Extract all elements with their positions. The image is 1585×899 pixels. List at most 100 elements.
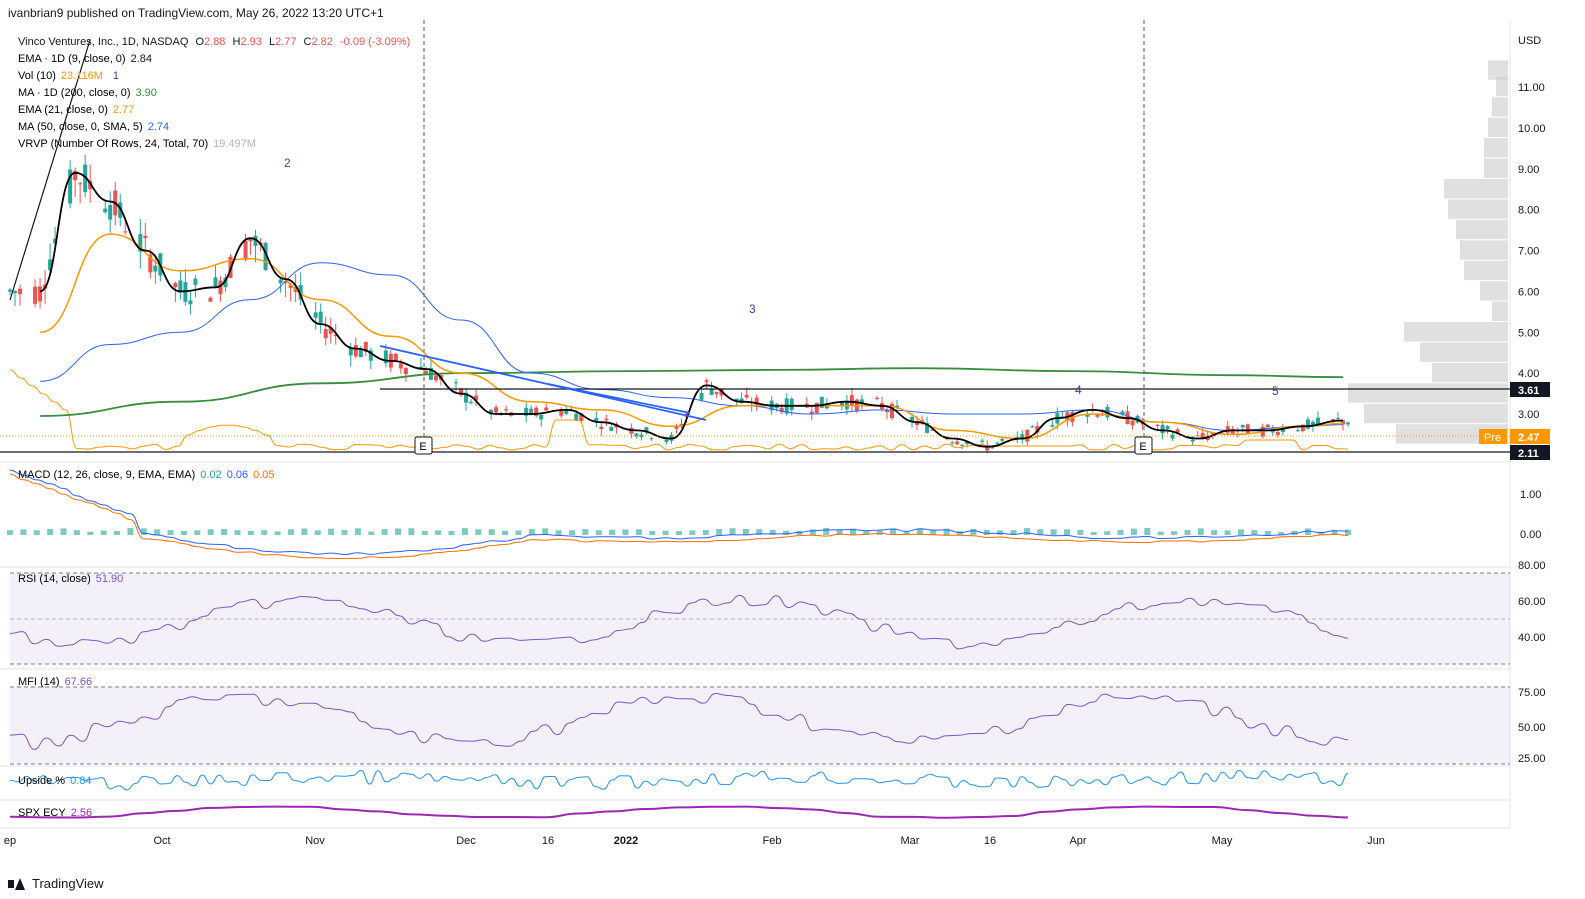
macd-bar [716, 528, 723, 535]
tradingview-logo-icon [8, 877, 26, 890]
candle [1305, 416, 1310, 430]
spx-legend[interactable]: SPX ECY 2.56 [18, 807, 92, 819]
macd-bar [568, 530, 575, 535]
volume-profile [1348, 60, 1508, 444]
macd-bar [916, 528, 923, 535]
spx-ecy-line [9, 805, 1349, 819]
macd-bar [890, 528, 897, 535]
candle [884, 407, 889, 420]
macd-bar [1050, 529, 1057, 535]
vrvp-bar [1464, 260, 1508, 281]
legend-ema21-value: 2.77 [113, 104, 134, 116]
legend-ma50-label[interactable]: MA (50, close, 0, SMA, 5) [18, 121, 143, 133]
mfi-axis-tick: 75.00 [1518, 687, 1546, 699]
price-axis-tick: 5.00 [1518, 327, 1539, 339]
macd-bar [1331, 530, 1338, 535]
macd-bar [528, 529, 535, 535]
candle [18, 284, 23, 306]
macd-bar [180, 530, 187, 535]
time-axis-tick: Mar [901, 835, 920, 847]
vrvp-bar [1492, 301, 1508, 321]
candle [504, 405, 509, 415]
candle [38, 278, 43, 309]
vrvp-bar [1496, 76, 1508, 97]
mfi-legend[interactable]: MFI (14) 67.66 [18, 676, 92, 688]
footer-brand[interactable]: TradingView [8, 876, 104, 891]
pre-price-label-bg [1510, 429, 1550, 444]
macd-bar [287, 529, 294, 535]
rsi-axis-tick: 40.00 [1518, 632, 1546, 644]
macd-bar [836, 529, 843, 535]
candle [469, 399, 474, 405]
brand-name: TradingView [32, 876, 104, 891]
upside-legend[interactable]: Upside % 0.84 [18, 775, 92, 787]
svg-text:MA (50, close, 0, SMA, 5)2.74: MA (50, close, 0, SMA, 5) 2.74 [18, 121, 169, 133]
macd-bar [395, 528, 402, 535]
candle [243, 233, 248, 262]
publisher-caption: ivanbrian9 published on TradingView.com,… [8, 6, 384, 20]
candle [1225, 420, 1230, 436]
time-axis-tick: May [1212, 835, 1233, 847]
legend-vol-value: 23.116M [61, 70, 103, 82]
candle [1125, 405, 1130, 425]
vrvp-bar [1492, 97, 1508, 117]
time-axis-tick: 2022 [614, 835, 638, 847]
macd-bar [609, 529, 616, 535]
time-axis-tick: Feb [763, 835, 782, 847]
macd-bar [689, 530, 696, 535]
macd-bar [435, 530, 442, 535]
rsi-legend[interactable]: RSI (14, close) 51.90 [18, 573, 123, 585]
macd-bar [582, 529, 589, 535]
vrvp-bar [1364, 403, 1508, 424]
macd-bar [1157, 531, 1164, 535]
earnings-marker[interactable]: E [1134, 436, 1153, 455]
earnings-marker-label: E [419, 441, 426, 453]
price-axis-tick: 10.00 [1518, 123, 1546, 135]
macd-bar [167, 530, 174, 535]
candle [138, 219, 143, 269]
ohlc-h-label: H [233, 36, 241, 48]
macd-legend[interactable]: MACD (12, 26, close, 9, EMA, EMA) 0.02 0.0… [18, 469, 275, 481]
ohlc-h-value: 2.93 [240, 36, 261, 48]
macd-bar [488, 529, 495, 535]
macd-bar [408, 528, 415, 535]
macd-bar [60, 528, 67, 535]
candle [48, 243, 53, 274]
time-axis-tick: Nov [305, 835, 325, 847]
legend-vol-label[interactable]: Vol (10) [18, 70, 56, 82]
time-axis[interactable]: ep Oct Nov Dec 16 2022 Feb Mar 16 Apr May Jun [4, 835, 1385, 847]
candle [108, 191, 113, 233]
trend-line[interactable] [379, 345, 707, 421]
legend-ma200-label[interactable]: MA · 1D (200, close, 0) [18, 87, 131, 99]
resistance-price-label-bg [1510, 382, 1550, 397]
price-axis[interactable]: 11.00 10.00 9.00 8.00 7.00 6.00 5.00 4.00 3.00 [1518, 82, 1546, 421]
macd-bar [1251, 530, 1258, 535]
earnings-marker-label: E [1139, 441, 1146, 453]
candle [208, 296, 213, 302]
price-axis-tick: 8.00 [1518, 205, 1539, 217]
upside-line [9, 769, 1349, 791]
candle [809, 405, 814, 421]
ohlc-o-label: O [195, 36, 204, 48]
legend-ma200-value: 3.90 [136, 87, 157, 99]
legend-vrvp-label[interactable]: VRVP (Number Of Rows, 24, Total, 70) [18, 138, 208, 150]
trend-line[interactable] [9, 39, 91, 301]
trend-line[interactable] [547, 383, 691, 414]
earnings-marker[interactable]: E [414, 436, 433, 455]
candle [13, 290, 18, 306]
legend-ema9-label[interactable]: EMA · 1D (9, close, 0) [18, 53, 126, 65]
price-axis-tick: 9.00 [1518, 164, 1539, 176]
macd-bar [823, 527, 830, 535]
time-axis-tick: ep [4, 835, 16, 847]
ma200-line [40, 367, 1344, 417]
macd-bar [1090, 532, 1097, 535]
legend-ema21-label[interactable]: EMA (21, close, 0) [18, 104, 108, 116]
candle [73, 167, 78, 198]
macd-bar [1171, 531, 1178, 535]
macd-bar [1264, 530, 1271, 535]
macd-bar [622, 529, 629, 535]
symbol-title[interactable]: Vinco Ventures, Inc., 1D, NASDAQ [18, 36, 189, 48]
candle [950, 440, 955, 446]
candle [464, 387, 469, 411]
